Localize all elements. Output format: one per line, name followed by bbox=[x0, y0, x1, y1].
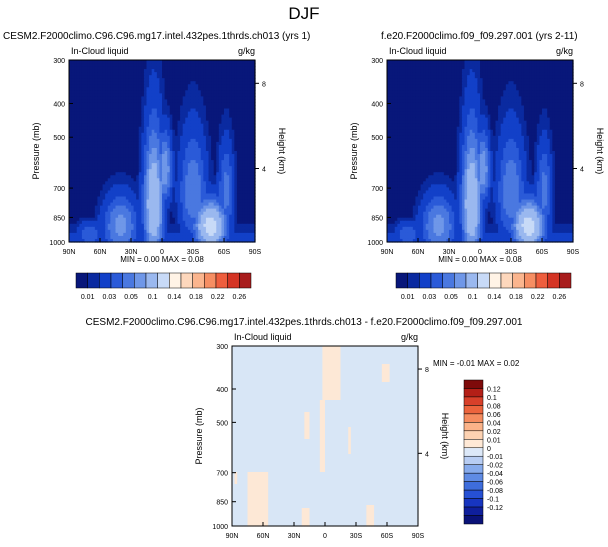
y2-axis-label: Height (km) bbox=[277, 128, 287, 175]
y-tick-label: 400 bbox=[53, 101, 65, 108]
colorbar-box bbox=[123, 273, 135, 288]
colorbar-label: 0.22 bbox=[211, 294, 225, 301]
colorbar-label: 0.18 bbox=[189, 294, 203, 301]
colorbar-label: 0.03 bbox=[103, 294, 117, 301]
colorbar-label: 0.05 bbox=[124, 294, 138, 301]
y-tick-label: 300 bbox=[53, 58, 65, 65]
y-axis-label: Pressure (mb) bbox=[31, 122, 41, 179]
colorbar-box bbox=[111, 273, 123, 288]
x-tick-label: 90S bbox=[249, 249, 262, 256]
colorbar-box bbox=[146, 273, 158, 288]
panel-title: CESM2.F2000climo.C96.C96.mg17.intel.432p… bbox=[3, 31, 310, 42]
colorbar-box bbox=[193, 273, 205, 288]
y-tick-label: 1000 bbox=[49, 240, 65, 247]
colorbar-box bbox=[216, 273, 228, 288]
colorbar-box bbox=[228, 273, 240, 288]
figure-title: DJF bbox=[288, 4, 319, 23]
colorbar-label: 0.14 bbox=[168, 294, 182, 301]
y2-tick-label: 4 bbox=[262, 167, 266, 174]
y-tick-label: 500 bbox=[53, 135, 65, 142]
colorbar-box bbox=[158, 273, 170, 288]
colorbar-label: 0.01 bbox=[81, 294, 95, 301]
colorbar-box bbox=[169, 273, 181, 288]
min-max-label: MIN = 0.00 MAX = 0.08 bbox=[120, 255, 204, 264]
x-tick-label: 90N bbox=[63, 249, 76, 256]
colorbar-box bbox=[239, 273, 251, 288]
colorbar-box bbox=[76, 273, 88, 288]
colorbar-label: 0.1 bbox=[148, 294, 158, 301]
y-tick-label: 700 bbox=[53, 186, 65, 193]
y2-tick-label: 8 bbox=[262, 81, 266, 88]
colorbar-box bbox=[134, 273, 146, 288]
x-tick-label: 60S bbox=[218, 249, 231, 256]
x-tick-label: 60N bbox=[94, 249, 107, 256]
colorbar-box bbox=[204, 273, 216, 288]
y-tick-label: 850 bbox=[53, 215, 65, 222]
field-label: In-Cloud liquid bbox=[71, 46, 129, 56]
colorbar-label: 0.26 bbox=[233, 294, 247, 301]
colorbar-box bbox=[99, 273, 111, 288]
colorbar-box bbox=[88, 273, 100, 288]
colorbar-box bbox=[181, 273, 193, 288]
units-label: g/kg bbox=[238, 46, 255, 56]
